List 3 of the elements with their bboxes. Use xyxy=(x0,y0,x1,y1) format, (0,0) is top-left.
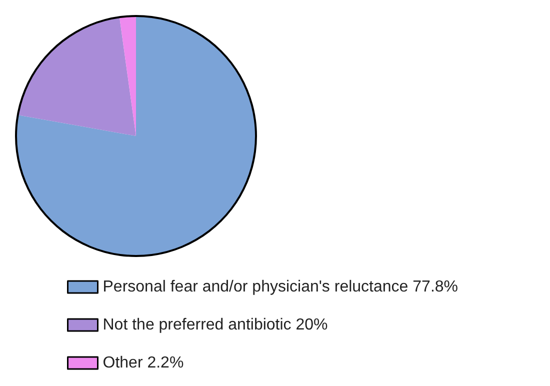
legend-label: Not the preferred antibiotic 20% xyxy=(102,316,328,334)
legend-label: Other 2.2% xyxy=(102,354,184,372)
legend-label: Personal fear and/or physician's reluctance 77.8% xyxy=(102,278,458,296)
